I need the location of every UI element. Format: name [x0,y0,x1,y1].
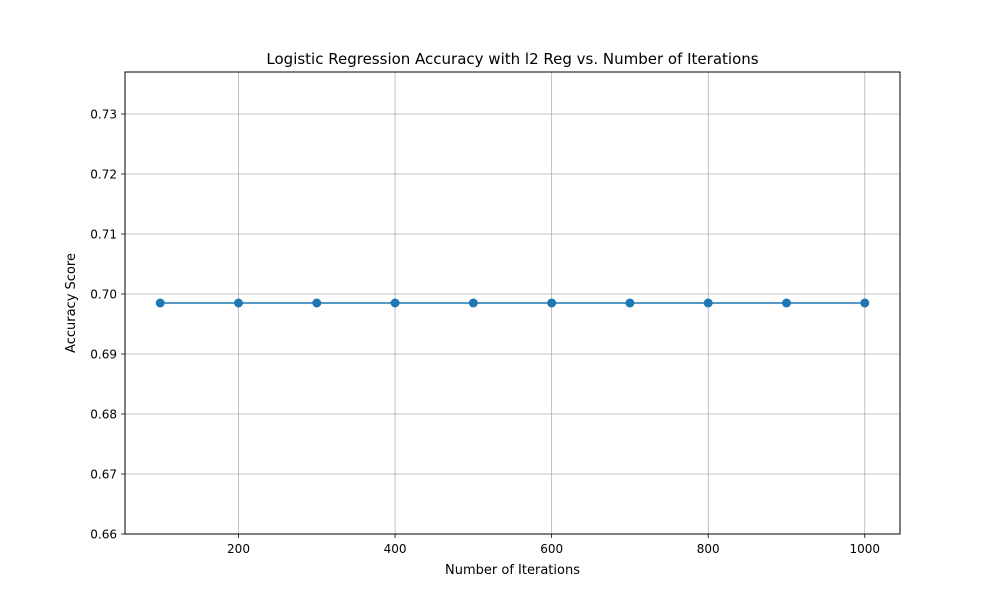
y-tick-label: 0.68 [90,408,117,422]
y-tick-label: 0.72 [90,168,117,182]
data-point [781,298,791,308]
data-point [547,298,557,308]
y-tick-label: 0.66 [90,528,117,542]
series-layer [155,298,870,308]
x-tick-label: 200 [227,542,250,556]
y-axis-label: Accuracy Score [64,253,79,353]
y-tick-label: 0.71 [90,228,117,242]
data-point [390,298,400,308]
data-point [860,298,870,308]
x-axis: 200 400 600 800 1000 [227,534,880,556]
data-point [312,298,322,308]
data-point [155,298,165,308]
y-tick-label: 0.69 [90,348,117,362]
y-axis: 0.66 0.67 0.68 0.69 0.70 0.71 0.72 0.73 [90,108,125,542]
plot-area-frame [124,71,901,535]
x-tick-label: 800 [697,542,720,556]
data-point [625,298,635,308]
data-point [234,298,244,308]
x-tick-label: 600 [540,542,563,556]
y-tick-label: 0.73 [90,108,117,122]
x-axis-label: Number of Iterations [445,563,580,578]
data-point [468,298,478,308]
y-tick-label: 0.67 [90,468,117,482]
data-point [703,298,713,308]
chart-title: Logistic Regression Accuracy with l2 Reg… [266,50,758,68]
x-tick-label: 1000 [849,542,880,556]
y-tick-label: 0.70 [90,288,117,302]
x-tick-label: 400 [384,542,407,556]
